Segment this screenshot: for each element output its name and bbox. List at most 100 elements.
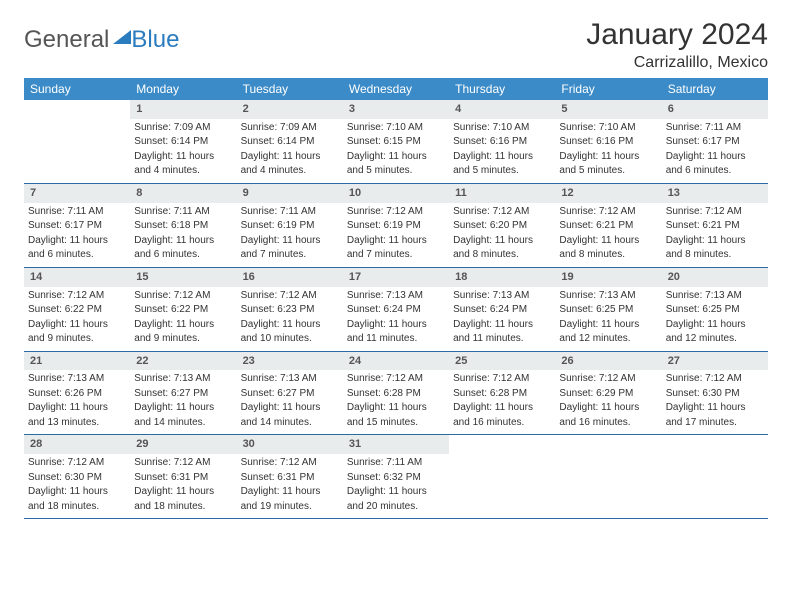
day-body: Sunrise: 7:10 AMSunset: 6:16 PMDaylight:…	[555, 121, 661, 178]
logo-triangle-icon	[113, 30, 131, 44]
day-number: 22	[130, 352, 236, 371]
daylight-text: and 11 minutes.	[453, 332, 551, 346]
daylight-text: and 18 minutes.	[134, 500, 232, 514]
day-cell: 9Sunrise: 7:11 AMSunset: 6:19 PMDaylight…	[237, 184, 343, 267]
daylight-text: Daylight: 11 hours	[134, 234, 232, 248]
daylight-text: Daylight: 11 hours	[347, 150, 445, 164]
sunset-text: Sunset: 6:31 PM	[241, 471, 339, 485]
day-number: 27	[662, 352, 768, 371]
sunset-text: Sunset: 6:32 PM	[347, 471, 445, 485]
day-body: Sunrise: 7:12 AMSunset: 6:22 PMDaylight:…	[130, 289, 236, 346]
day-cell: 28 Sunrise: 7:12 AMSunset: 6:30 PMDayligh…	[24, 435, 130, 518]
sunset-text: Sunset: 6:27 PM	[241, 387, 339, 401]
daylight-text: Daylight: 11 hours	[241, 485, 339, 499]
daylight-text: and 8 minutes.	[666, 248, 764, 262]
day-body: Sunrise: 7:13 AMSunset: 6:24 PMDaylight:…	[343, 289, 449, 346]
daylight-text: Daylight: 11 hours	[666, 318, 764, 332]
sunset-text: Sunset: 6:28 PM	[347, 387, 445, 401]
sunrise-text: Sunrise: 7:10 AM	[453, 121, 551, 135]
sunset-text: Sunset: 6:29 PM	[559, 387, 657, 401]
sunset-text: Sunset: 6:19 PM	[347, 219, 445, 233]
daylight-text: Daylight: 11 hours	[134, 401, 232, 415]
daylight-text: Daylight: 11 hours	[347, 318, 445, 332]
day-cell: 25Sunrise: 7:12 AMSunset: 6:28 PMDayligh…	[449, 352, 555, 435]
sunset-text: Sunset: 6:16 PM	[453, 135, 551, 149]
day-number: 7	[24, 184, 130, 203]
day-number: 13	[662, 184, 768, 203]
day-body: Sunrise: 7:12 AMSunset: 6:30 PMDaylight:…	[24, 456, 130, 513]
day-number: 18	[449, 268, 555, 287]
daylight-text: and 8 minutes.	[559, 248, 657, 262]
week-row: 14Sunrise: 7:12 AMSunset: 6:22 PMDayligh…	[24, 268, 768, 352]
day-number: 17	[343, 268, 449, 287]
sunrise-text: Sunrise: 7:13 AM	[559, 289, 657, 303]
daylight-text: and 15 minutes.	[347, 416, 445, 430]
daylight-text: and 7 minutes.	[347, 248, 445, 262]
day-body: Sunrise: 7:12 AMSunset: 6:20 PMDaylight:…	[449, 205, 555, 262]
weekday-header: Monday	[130, 78, 236, 100]
sunrise-text: Sunrise: 7:13 AM	[666, 289, 764, 303]
day-number: 16	[237, 268, 343, 287]
sunset-text: Sunset: 6:25 PM	[666, 303, 764, 317]
day-cell	[24, 100, 130, 183]
daylight-text: Daylight: 11 hours	[241, 234, 339, 248]
day-body: Sunrise: 7:09 AMSunset: 6:14 PMDaylight:…	[237, 121, 343, 178]
day-cell: 23Sunrise: 7:13 AMSunset: 6:27 PMDayligh…	[237, 352, 343, 435]
day-cell: 2Sunrise: 7:09 AMSunset: 6:14 PMDaylight…	[237, 100, 343, 183]
week-row: 28 Sunrise: 7:12 AMSunset: 6:30 PMDayligh…	[24, 435, 768, 519]
daylight-text: Daylight: 11 hours	[28, 234, 126, 248]
day-body: Sunrise: 7:11 AMSunset: 6:17 PMDaylight:…	[24, 205, 130, 262]
weekday-header: Saturday	[662, 78, 768, 100]
sunrise-text: Sunrise: 7:09 AM	[241, 121, 339, 135]
day-body: Sunrise: 7:13 AMSunset: 6:26 PMDaylight:…	[24, 372, 130, 429]
day-number: 10	[343, 184, 449, 203]
sunset-text: Sunset: 6:14 PM	[134, 135, 232, 149]
day-cell: 19Sunrise: 7:13 AMSunset: 6:25 PMDayligh…	[555, 268, 661, 351]
day-cell: 30Sunrise: 7:12 AMSunset: 6:31 PMDayligh…	[237, 435, 343, 518]
daylight-text: and 6 minutes.	[134, 248, 232, 262]
daylight-text: Daylight: 11 hours	[559, 401, 657, 415]
day-cell: 5Sunrise: 7:10 AMSunset: 6:16 PMDaylight…	[555, 100, 661, 183]
day-number: 8	[130, 184, 236, 203]
daylight-text: Daylight: 11 hours	[241, 401, 339, 415]
day-cell: 20Sunrise: 7:13 AMSunset: 6:25 PMDayligh…	[662, 268, 768, 351]
sunset-text: Sunset: 6:17 PM	[28, 219, 126, 233]
week-row: 1Sunrise: 7:09 AMSunset: 6:14 PMDaylight…	[24, 100, 768, 184]
sunset-text: Sunset: 6:24 PM	[453, 303, 551, 317]
daylight-text: and 10 minutes.	[241, 332, 339, 346]
sunset-text: Sunset: 6:20 PM	[453, 219, 551, 233]
sunrise-text: Sunrise: 7:12 AM	[28, 289, 126, 303]
day-body: Sunrise: 7:11 AMSunset: 6:17 PMDaylight:…	[662, 121, 768, 178]
sunset-text: Sunset: 6:14 PM	[241, 135, 339, 149]
sunrise-text: Sunrise: 7:13 AM	[347, 289, 445, 303]
daylight-text: Daylight: 11 hours	[347, 485, 445, 499]
daylight-text: and 14 minutes.	[241, 416, 339, 430]
logo-text-general: General	[24, 26, 109, 54]
sunrise-text: Sunrise: 7:13 AM	[28, 372, 126, 386]
day-cell	[449, 435, 555, 518]
day-cell: 3Sunrise: 7:10 AMSunset: 6:15 PMDaylight…	[343, 100, 449, 183]
daylight-text: and 5 minutes.	[347, 164, 445, 178]
day-body: Sunrise: 7:09 AMSunset: 6:14 PMDaylight:…	[130, 121, 236, 178]
day-cell: 11Sunrise: 7:12 AMSunset: 6:20 PMDayligh…	[449, 184, 555, 267]
day-cell	[662, 435, 768, 518]
day-body: Sunrise: 7:12 AMSunset: 6:30 PMDaylight:…	[662, 372, 768, 429]
day-body: Sunrise: 7:12 AMSunset: 6:31 PMDaylight:…	[130, 456, 236, 513]
daylight-text: Daylight: 11 hours	[28, 318, 126, 332]
day-body: Sunrise: 7:12 AMSunset: 6:28 PMDaylight:…	[343, 372, 449, 429]
day-number: 31	[343, 435, 449, 454]
day-number: 28	[24, 435, 130, 454]
daylight-text: and 6 minutes.	[28, 248, 126, 262]
day-body: Sunrise: 7:12 AMSunset: 6:21 PMDaylight:…	[555, 205, 661, 262]
day-body: Sunrise: 7:11 AMSunset: 6:19 PMDaylight:…	[237, 205, 343, 262]
day-number: 19	[555, 268, 661, 287]
sunrise-text: Sunrise: 7:12 AM	[241, 289, 339, 303]
day-cell: 6 Sunrise: 7:11 AMSunset: 6:17 PMDaylight…	[662, 100, 768, 183]
day-number: 29	[130, 435, 236, 454]
sunrise-text: Sunrise: 7:12 AM	[28, 456, 126, 470]
day-cell: 22Sunrise: 7:13 AMSunset: 6:27 PMDayligh…	[130, 352, 236, 435]
sunset-text: Sunset: 6:22 PM	[134, 303, 232, 317]
day-cell: 13Sunrise: 7:12 AMSunset: 6:21 PMDayligh…	[662, 184, 768, 267]
daylight-text: Daylight: 11 hours	[453, 318, 551, 332]
day-number: 6	[662, 100, 768, 119]
